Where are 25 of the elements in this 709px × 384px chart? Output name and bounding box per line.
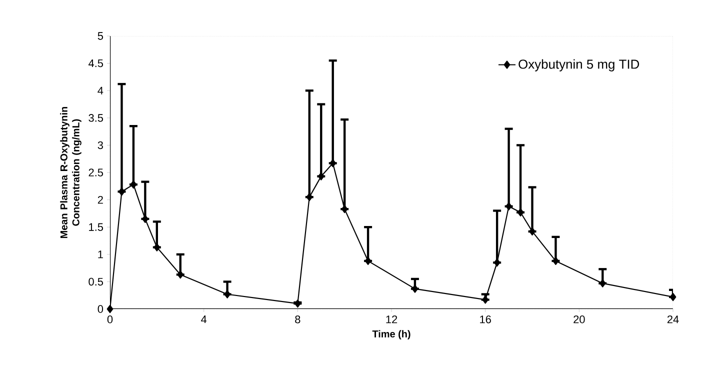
y-tick-label: 4	[98, 86, 104, 94]
x-axis-title: Time (h)	[372, 330, 410, 340]
y-tick-label: 2.5	[88, 168, 104, 176]
y-tick-label: 0	[98, 305, 104, 313]
y-tick-label: 0.5	[88, 278, 104, 286]
point	[294, 299, 301, 308]
x-tick-label: 4	[201, 316, 207, 324]
y-tick-label: 5	[98, 32, 104, 40]
y-axis-title: Mean Plasma R-Oxybutynin Concentration (ng/mL)	[60, 106, 82, 238]
x-tick-label: 8	[295, 316, 300, 324]
x-tick-label: 12	[386, 316, 398, 324]
y-tick-label: 1.5	[89, 223, 104, 231]
x-tick-label: 24	[667, 316, 679, 324]
point	[670, 292, 676, 302]
y-tick-label: 2	[98, 196, 103, 204]
y-tick-label: 4.5	[88, 59, 104, 68]
x-tick-label: 16	[480, 316, 491, 324]
legend-label: Oxybutynin 5 mg TID	[518, 59, 640, 72]
x-tick-label: 20	[574, 316, 585, 324]
point	[482, 296, 489, 304]
y-tick-label: 3	[98, 141, 103, 150]
point	[106, 304, 114, 314]
x-tick-label: 0	[107, 316, 113, 324]
y-tick-label: 3.5	[88, 114, 104, 122]
y-tick-label: 1	[98, 250, 103, 258]
